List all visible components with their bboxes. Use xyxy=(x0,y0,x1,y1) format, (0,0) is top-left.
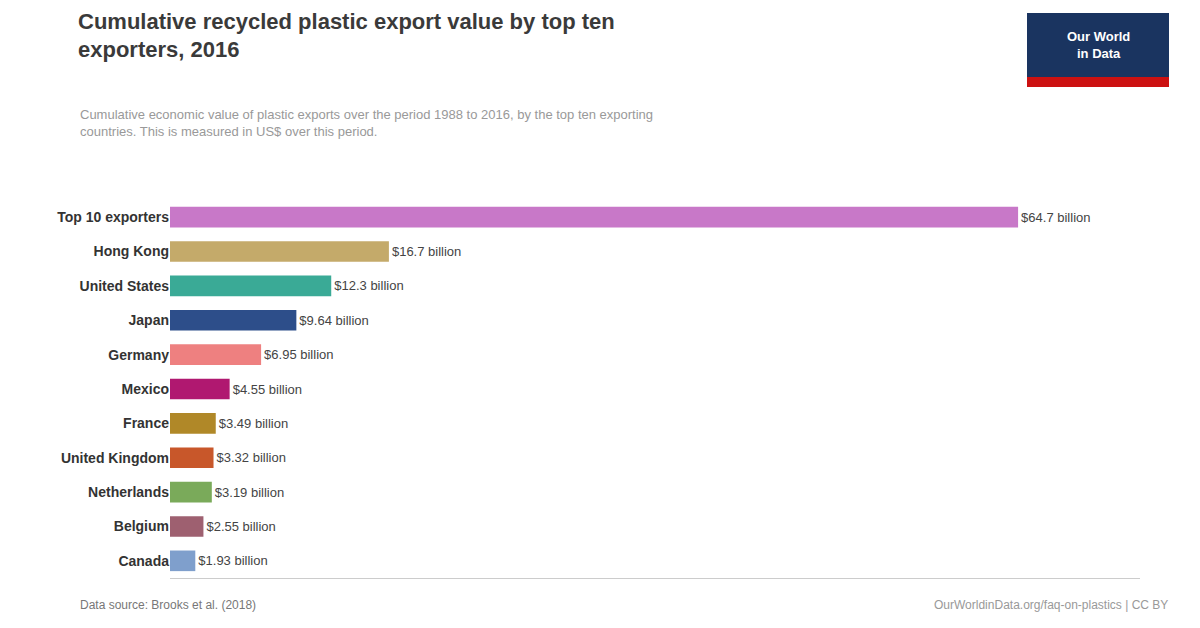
svg-text:$9.64 billion: $9.64 billion xyxy=(299,313,368,328)
svg-text:$2.55 billion: $2.55 billion xyxy=(206,519,275,534)
svg-text:$1.93 billion: $1.93 billion xyxy=(198,553,267,568)
svg-text:$3.19 billion: $3.19 billion xyxy=(215,485,284,500)
svg-text:Top 10 exporters: Top 10 exporters xyxy=(57,209,169,225)
svg-text:Japan: Japan xyxy=(129,312,169,328)
svg-text:$3.49 billion: $3.49 billion xyxy=(219,416,288,431)
svg-text:Netherlands: Netherlands xyxy=(88,484,169,500)
svg-text:$16.7 billion: $16.7 billion xyxy=(392,244,461,259)
svg-text:Data source: Brooks et al. (20: Data source: Brooks et al. (2018) xyxy=(80,598,256,612)
svg-text:Canada: Canada xyxy=(118,553,169,569)
svg-text:Cumulative recycled plastic ex: Cumulative recycled plastic export value… xyxy=(78,9,615,63)
svg-text:$3.32 billion: $3.32 billion xyxy=(217,450,286,465)
svg-text:$6.95 billion: $6.95 billion xyxy=(264,347,333,362)
svg-text:United Kingdom: United Kingdom xyxy=(61,450,169,466)
svg-text:Mexico: Mexico xyxy=(122,381,169,397)
svg-text:$12.3 billion: $12.3 billion xyxy=(334,278,403,293)
svg-text:Belgium: Belgium xyxy=(114,518,169,534)
svg-text:$64.7 billion: $64.7 billion xyxy=(1021,210,1090,225)
svg-text:$4.55 billion: $4.55 billion xyxy=(233,382,302,397)
svg-text:United States: United States xyxy=(80,278,170,294)
svg-text:Germany: Germany xyxy=(108,347,169,363)
svg-text:OurWorldinData.org/faq-on-plas: OurWorldinData.org/faq-on-plastics | CC … xyxy=(934,598,1168,612)
svg-text:France: France xyxy=(123,415,169,431)
svg-text:Hong Kong: Hong Kong xyxy=(94,243,169,259)
svg-text:Cumulative economic value of p: Cumulative economic value of plastic exp… xyxy=(80,107,653,139)
svg-text:Our Worldin Data: Our Worldin Data xyxy=(1067,29,1130,61)
